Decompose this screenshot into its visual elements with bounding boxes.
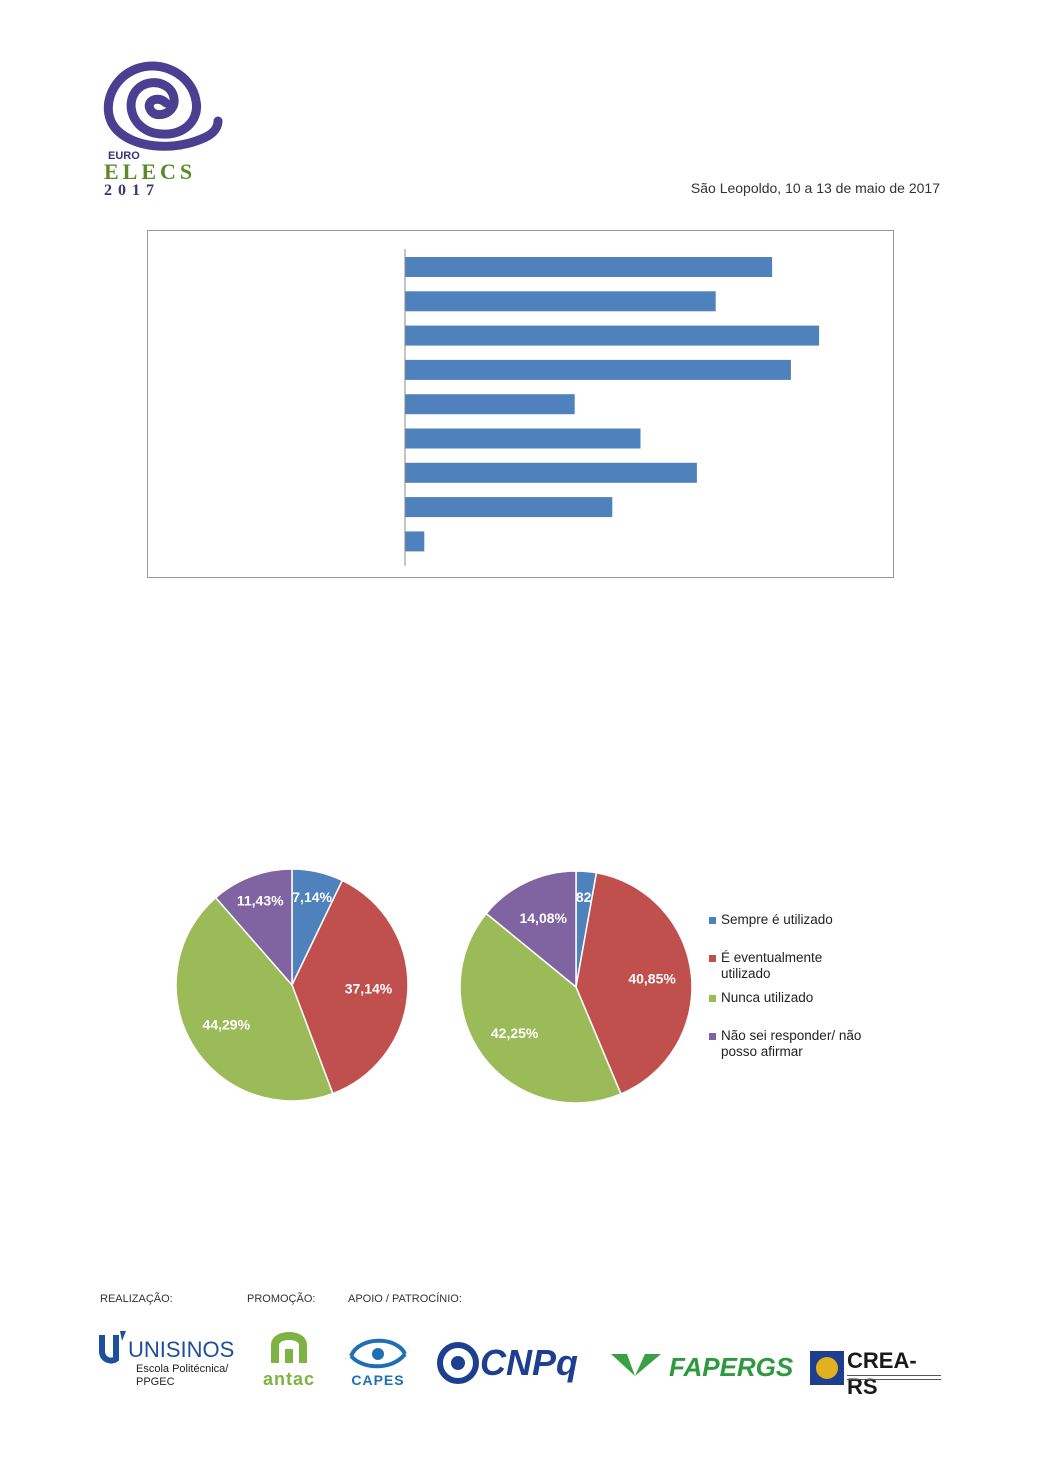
bar-5 — [405, 394, 575, 415]
bar-chart — [404, 249, 820, 566]
footer-apoio-label: APOIO / PATROCÍNIO: — [348, 1293, 462, 1305]
pie2-label-3: 42,25% — [491, 1025, 539, 1041]
pie1-label-4: 11,43% — [237, 892, 284, 908]
capes-logo: CAPES — [345, 1330, 411, 1392]
bar-chart-frame — [147, 230, 894, 578]
antac-logo: antac — [253, 1325, 325, 1390]
legend-label: Sempre é utilizado — [721, 912, 833, 927]
antac-name: antac — [262, 1369, 316, 1389]
logo-text-elecs: ELECS — [104, 159, 196, 184]
cnpq-logo: CNPq — [436, 1340, 586, 1390]
bar-4 — [405, 359, 791, 380]
antac-icon — [271, 1332, 307, 1363]
bar-1 — [405, 257, 773, 277]
euroelecs-logo: EURO ELECS 2017 — [96, 45, 226, 200]
logo-text-year: 2017 — [104, 182, 160, 199]
pie1-slice-2 — [291, 879, 409, 1095]
pie2-slice-2 — [575, 871, 693, 1095]
legend-item-sempre: Sempre é utilizado — [708, 912, 898, 928]
crears-seal-icon — [810, 1351, 844, 1385]
fapergs-logo: FAPERGS — [611, 1352, 793, 1386]
legend-item-nao-sei: Não sei responder/ não posso afirmar — [708, 1028, 881, 1060]
unisinos-logo: UNISINOS Escola Politécnica/ PPGEC — [98, 1325, 238, 1395]
footer-realizacao-label: REALIZAÇÃO: — [100, 1293, 173, 1305]
legend-swatch — [709, 1033, 716, 1040]
legend-swatch — [709, 917, 716, 924]
pie1-label-1: 7,14% — [292, 889, 332, 905]
bar-2 — [405, 291, 716, 312]
bar-6 — [405, 428, 641, 449]
bar-3 — [405, 325, 820, 346]
unisinos-line2: PPGEC — [136, 1376, 175, 1388]
pie-legend: Sempre é utilizado É eventualmente utili… — [708, 912, 898, 1060]
pie2-slice-3 — [459, 912, 622, 1104]
pie1-slice-3 — [175, 896, 334, 1102]
unisinos-line1: Escola Politécnica/ — [136, 1363, 229, 1375]
unisinos-icon — [99, 1331, 126, 1364]
legend-label: Não sei responder/ não posso afirmar — [721, 1028, 862, 1059]
pie1-label-3: 44,29% — [203, 1016, 251, 1032]
fapergs-icon — [611, 1354, 661, 1376]
capes-icon — [349, 1338, 407, 1369]
pie1-slice-4 — [214, 868, 293, 987]
capes-name: CAPES — [351, 1372, 405, 1388]
bar-7 — [405, 462, 697, 483]
pie-chart-1: 7,14% 37,14% 44,29% 11,43% — [175, 868, 409, 1102]
legend-label: É eventualmente utilizado — [721, 950, 823, 981]
legend-label: Nunca utilizado — [721, 990, 814, 1005]
logo-text-euro: EURO — [108, 150, 140, 162]
bar-8 — [405, 497, 613, 518]
crears-name: CREA-RS — [847, 1348, 917, 1399]
cnpq-icon — [437, 1342, 479, 1384]
bar-9 — [405, 531, 425, 552]
footer-promocao-label: PROMOÇÃO: — [247, 1293, 316, 1305]
legend-item-nunca: Nunca utilizado — [708, 990, 898, 1006]
legend-swatch — [709, 995, 716, 1002]
pie1-label-2: 37,14% — [345, 980, 393, 996]
fapergs-name: FAPERGS — [669, 1352, 794, 1382]
cnpq-name: CNPq — [480, 1342, 578, 1383]
pie2-label-4: 14,08% — [519, 910, 567, 926]
unisinos-name: UNISINOS — [128, 1337, 235, 1362]
legend-item-eventualmente: É eventualmente utilizado — [708, 950, 841, 982]
pie2-label-2: 40,85% — [628, 971, 676, 987]
header-date: São Leopoldo, 10 a 13 de maio de 2017 — [690, 180, 940, 196]
pie-chart-2: 2,82%40,85%42,25%14,08% — [459, 870, 693, 1104]
crears-logo: CREA-RS — [809, 1348, 944, 1399]
legend-swatch — [709, 955, 716, 962]
pie2-slice-4 — [485, 870, 577, 989]
crears-subtext-lines — [847, 1375, 941, 1380]
